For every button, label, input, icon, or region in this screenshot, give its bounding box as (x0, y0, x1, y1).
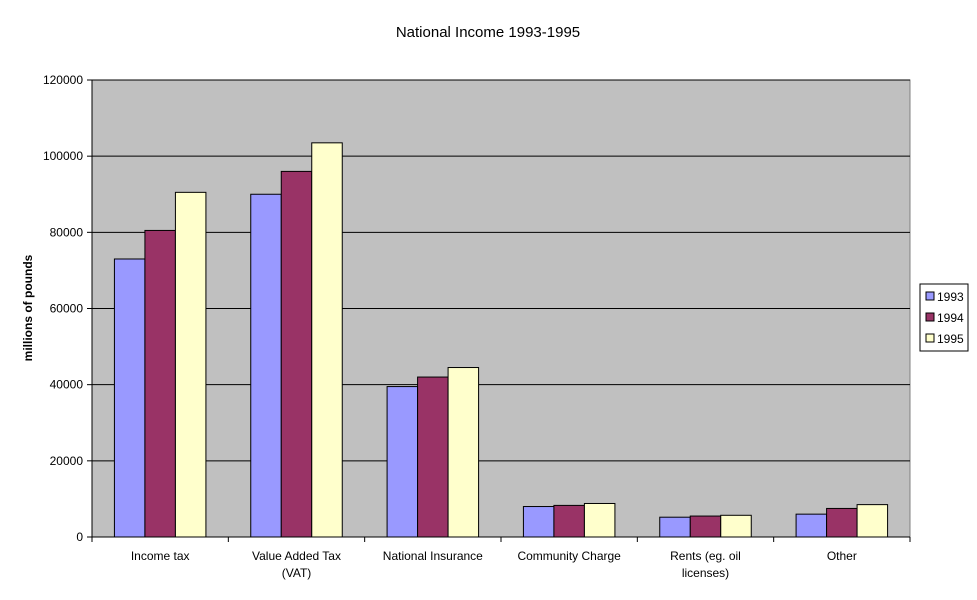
y-tick-labels: 0 20000 40000 60000 80000 100000 120000 (43, 73, 83, 544)
bar-1993 (659, 516, 691, 538)
bar-1993 (386, 386, 419, 538)
y-tick-label: 60000 (50, 302, 84, 316)
x-tick-labels: Income tax Value Added Tax (VAT) National I… (131, 549, 857, 580)
gridlines (92, 79, 910, 462)
bar-1995 (311, 142, 343, 538)
bar-1994 (144, 229, 176, 538)
legend: 1993 1994 1995 (919, 283, 969, 352)
y-tick-label: 20000 (50, 454, 84, 468)
bar-1993 (795, 513, 828, 538)
bar-1993 (113, 258, 146, 538)
axes (87, 79, 911, 542)
y-tick-label: 0 (76, 530, 83, 544)
chart-title: National Income 1993-1995 (396, 24, 580, 41)
x-tick-label: National Insurance (383, 549, 483, 563)
bar-1994 (689, 515, 722, 538)
x-tick-label: Income tax (131, 549, 190, 563)
x-tick-label: Value Added Tax (VAT) (252, 549, 341, 580)
legend-swatch-1995 (925, 333, 935, 343)
bar-1994 (417, 376, 449, 538)
bar-1994 (553, 504, 585, 538)
bar-1995 (720, 514, 752, 538)
x-tick-label: Community Charge (517, 549, 621, 563)
y-tick-label: 100000 (43, 149, 83, 163)
bar-1994 (280, 170, 313, 538)
legend-swatch-1993 (925, 291, 935, 301)
x-tick-label: Other (827, 549, 857, 563)
bar-1995 (856, 504, 889, 538)
bar-1995 (583, 502, 616, 538)
legend-label-1994: 1994 (937, 311, 964, 325)
legend-swatch-1994 (925, 312, 935, 322)
x-tick-label: Rents (eg. oil licenses) (670, 549, 741, 580)
y-tick-label: 120000 (43, 73, 83, 87)
legend-label-1995: 1995 (937, 332, 964, 346)
bar-1995 (174, 191, 207, 538)
y-tick-label: 40000 (50, 378, 84, 392)
bar-1993 (522, 506, 555, 538)
bar-1995 (447, 367, 480, 538)
legend-label-1993: 1993 (937, 290, 964, 304)
bars (113, 142, 889, 538)
bar-1994 (826, 507, 858, 538)
y-axis-label: millions of pounds (21, 254, 35, 361)
y-tick-label: 80000 (50, 225, 84, 239)
bar-1993 (250, 193, 282, 538)
